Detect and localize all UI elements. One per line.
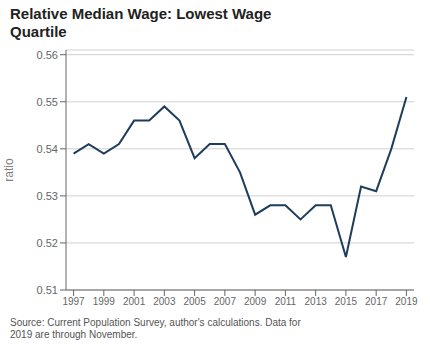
svg-text:2007: 2007 [214,296,237,307]
svg-text:1999: 1999 [93,296,116,307]
svg-text:0.52: 0.52 [37,237,58,249]
svg-text:2009: 2009 [244,296,267,307]
svg-text:2019: 2019 [395,296,418,307]
html-text:Source: Current Population Sur: Source: Current Population Survey, autho… [10,317,301,328]
svg-text:ratio: ratio [8,158,16,182]
html-text:2019 are through November.: 2019 are through November. [10,329,138,340]
svg-text:2013: 2013 [305,296,328,307]
svg-text:0.51: 0.51 [37,284,58,296]
svg-text:2005: 2005 [183,296,206,307]
html-text:Relative Median Wage: Lowest W: Relative Median Wage: Lowest Wage [10,5,272,22]
html-text:Quartile: Quartile [10,23,67,40]
svg-text:2011: 2011 [275,296,297,307]
svg-text:0.53: 0.53 [37,190,58,202]
svg-text:2001: 2001 [123,296,146,307]
svg-text:0.54: 0.54 [37,143,58,155]
svg-text:1997: 1997 [62,296,85,307]
svg-text:2015: 2015 [335,296,358,307]
svg-text:2003: 2003 [153,296,176,307]
svg-text:0.55: 0.55 [37,96,58,108]
svg-text:2017: 2017 [365,296,388,307]
svg-text:0.56: 0.56 [37,49,58,61]
